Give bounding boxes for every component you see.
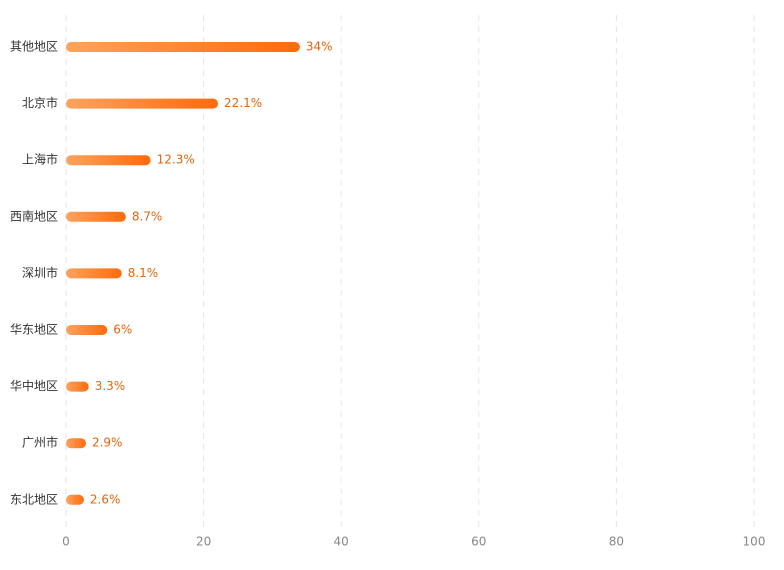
y-tick-label: 深圳市 xyxy=(22,265,58,280)
y-tick-label: 西南地区 xyxy=(10,208,58,223)
value-label: 8.1% xyxy=(128,266,159,280)
bar xyxy=(66,211,126,222)
y-tick-label: 东北地区 xyxy=(10,492,58,506)
y-tick-label: 华东地区 xyxy=(10,323,58,337)
x-tick-label: 20 xyxy=(196,535,211,549)
x-tick-label: 40 xyxy=(334,535,349,549)
x-tick-label: 60 xyxy=(471,535,486,549)
y-tick-label: 上海市 xyxy=(22,152,58,167)
bar xyxy=(66,494,84,505)
value-label: 8.7% xyxy=(132,209,163,223)
value-label: 12.3% xyxy=(157,153,195,167)
x-tick-label: 0 xyxy=(62,535,70,549)
y-tick-label: 华中地区 xyxy=(10,378,58,393)
x-tick-label: 100 xyxy=(743,535,766,549)
value-label: 6% xyxy=(113,323,132,337)
bar xyxy=(66,325,108,335)
bar xyxy=(66,42,300,52)
bar xyxy=(66,98,219,109)
y-tick-label: 北京市 xyxy=(22,95,58,110)
bar xyxy=(66,438,86,449)
value-label: 22.1% xyxy=(224,96,262,110)
value-label: 34% xyxy=(306,40,333,54)
x-tick-label: 80 xyxy=(609,535,624,549)
value-label: 2.6% xyxy=(90,492,121,506)
value-label: 2.9% xyxy=(92,436,123,450)
bar xyxy=(66,381,89,392)
y-tick-label: 广州市 xyxy=(22,435,58,450)
value-label: 3.3% xyxy=(95,379,126,393)
bar xyxy=(66,155,151,166)
y-tick-label: 其他地区 xyxy=(10,40,58,54)
bar xyxy=(66,268,122,279)
